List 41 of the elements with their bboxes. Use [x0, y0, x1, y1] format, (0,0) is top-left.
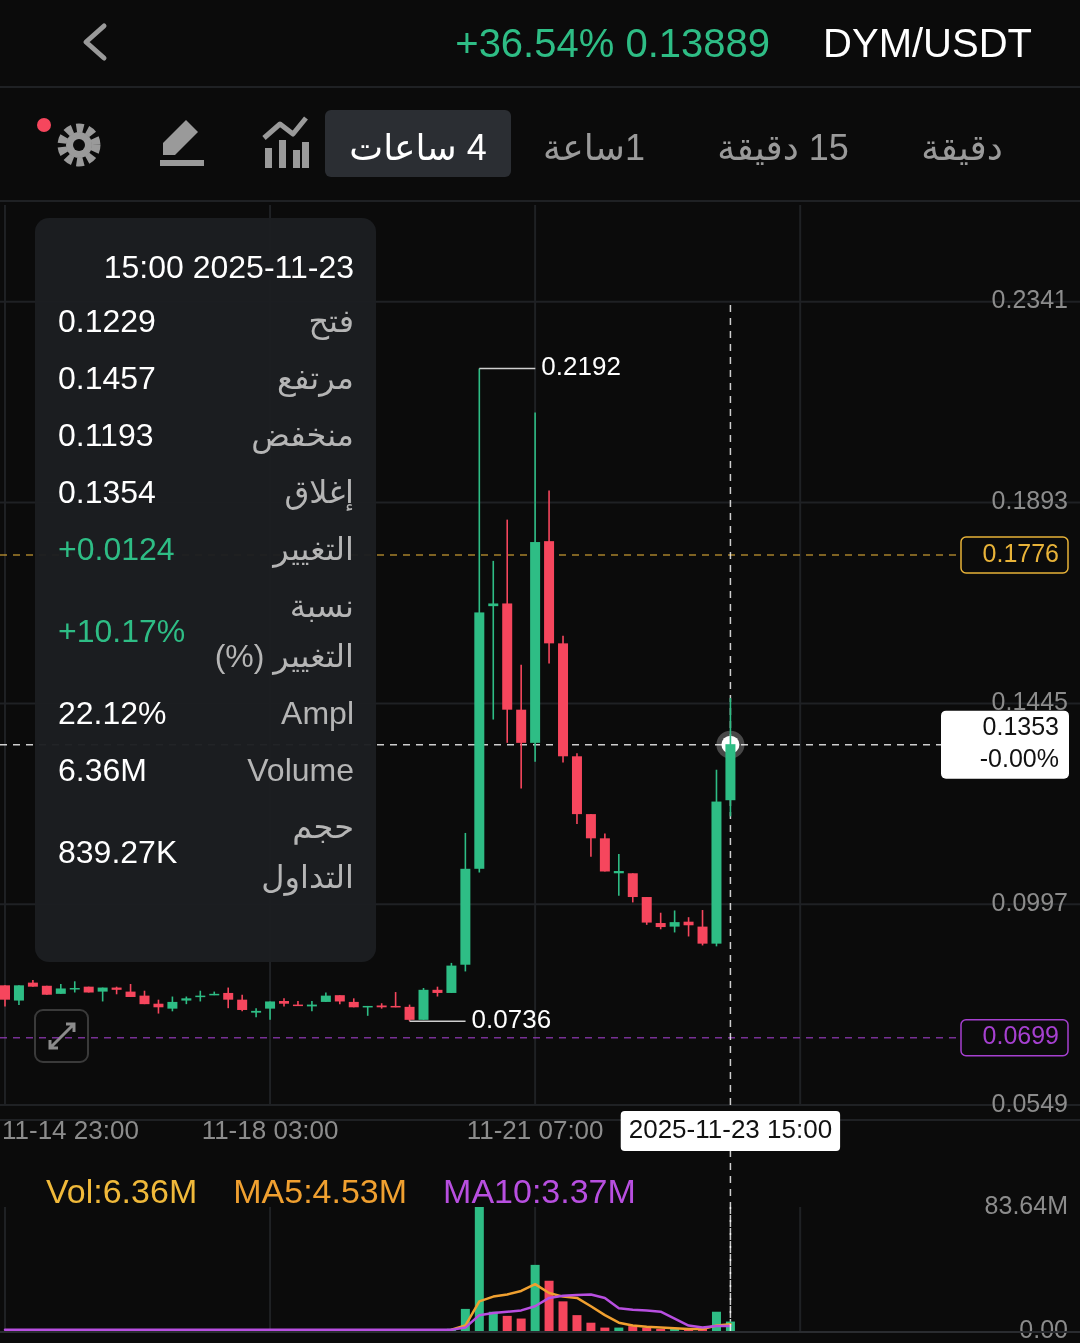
text: 1ساعة: [543, 127, 645, 169]
text: MA10:3.37M: [443, 1172, 636, 1210]
chart-title: Vol:6.36M: [46, 1172, 198, 1210]
annotation: +10.17%: [58, 612, 186, 650]
text: 15 دقيقة: [717, 127, 849, 169]
x-tick-label: 11-14 23:00: [2, 1115, 139, 1145]
annotation: Ampl: [280, 694, 354, 733]
annotation: 22.12%: [58, 694, 167, 732]
chart-title: DYM/USDT: [823, 21, 1032, 65]
annotation: 6.36M: [58, 751, 147, 789]
annotation: 0.1193: [58, 416, 154, 454]
text: 4 ساعات: [349, 127, 487, 169]
annotation: 0.2192: [541, 351, 621, 382]
x-tick-label: 11-21 07:00: [466, 1115, 604, 1145]
ref-line-label: 2025-11-23 15:00: [628, 1113, 833, 1144]
annotation: التغيير: [271, 530, 354, 570]
annotation: 0.1457: [58, 359, 156, 397]
y-tick-label: 0.0549: [991, 1088, 1068, 1117]
ref-line-label: 0.0699: [982, 1021, 1059, 1050]
annotation: 2025-11-23 15:00: [103, 248, 354, 286]
text: MA5:4.53M: [233, 1172, 408, 1210]
annotation: منخفض: [250, 416, 354, 456]
annotation: فتح: [307, 302, 354, 342]
y-tick-label: 0.0997: [991, 887, 1068, 916]
annotation: 0.1354: [58, 473, 156, 511]
annotation: حجم التداول: [260, 808, 354, 898]
annotation: نسبة التغيير (%): [213, 587, 354, 677]
annotation: 839.27K: [58, 833, 178, 871]
text: دقيقة: [921, 127, 1003, 169]
annotation: +0.0124: [58, 530, 175, 568]
annotation: 0.1229: [58, 302, 156, 340]
annotation: 0.0736: [471, 1004, 552, 1035]
y-tick-label: 83.64M: [984, 1190, 1068, 1219]
y-tick-label: 0.2341: [991, 285, 1068, 314]
x-tick-label: 11-18 03:00: [201, 1115, 339, 1145]
annotation: Volume: [246, 751, 354, 790]
y-tick-label: 0.1893: [991, 486, 1068, 515]
annotation: مرتفع: [276, 359, 354, 399]
chart-subtitle: +36.54% 0.13889: [455, 21, 770, 65]
ref-line-label: 0.1776: [982, 538, 1059, 567]
annotation: إغلاق: [283, 473, 354, 513]
